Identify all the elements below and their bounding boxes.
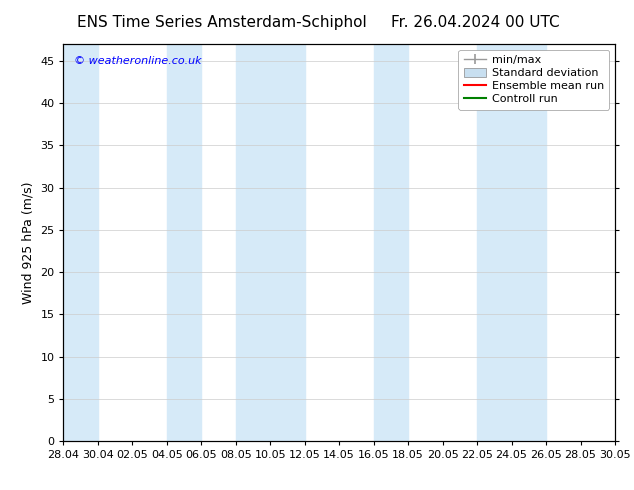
Y-axis label: Wind 925 hPa (m/s): Wind 925 hPa (m/s) [22,181,35,304]
Bar [270,44,305,441]
Bar [477,44,512,441]
Text: ENS Time Series Amsterdam-Schiphol: ENS Time Series Amsterdam-Schiphol [77,15,367,30]
Bar [512,44,546,441]
Bar [63,44,98,441]
Text: Fr. 26.04.2024 00 UTC: Fr. 26.04.2024 00 UTC [391,15,560,30]
Bar [373,44,408,441]
Bar [236,44,270,441]
Text: © weatheronline.co.uk: © weatheronline.co.uk [74,56,202,66]
Legend: min/max, Standard deviation, Ensemble mean run, Controll run: min/max, Standard deviation, Ensemble me… [458,49,609,110]
Bar [167,44,202,441]
